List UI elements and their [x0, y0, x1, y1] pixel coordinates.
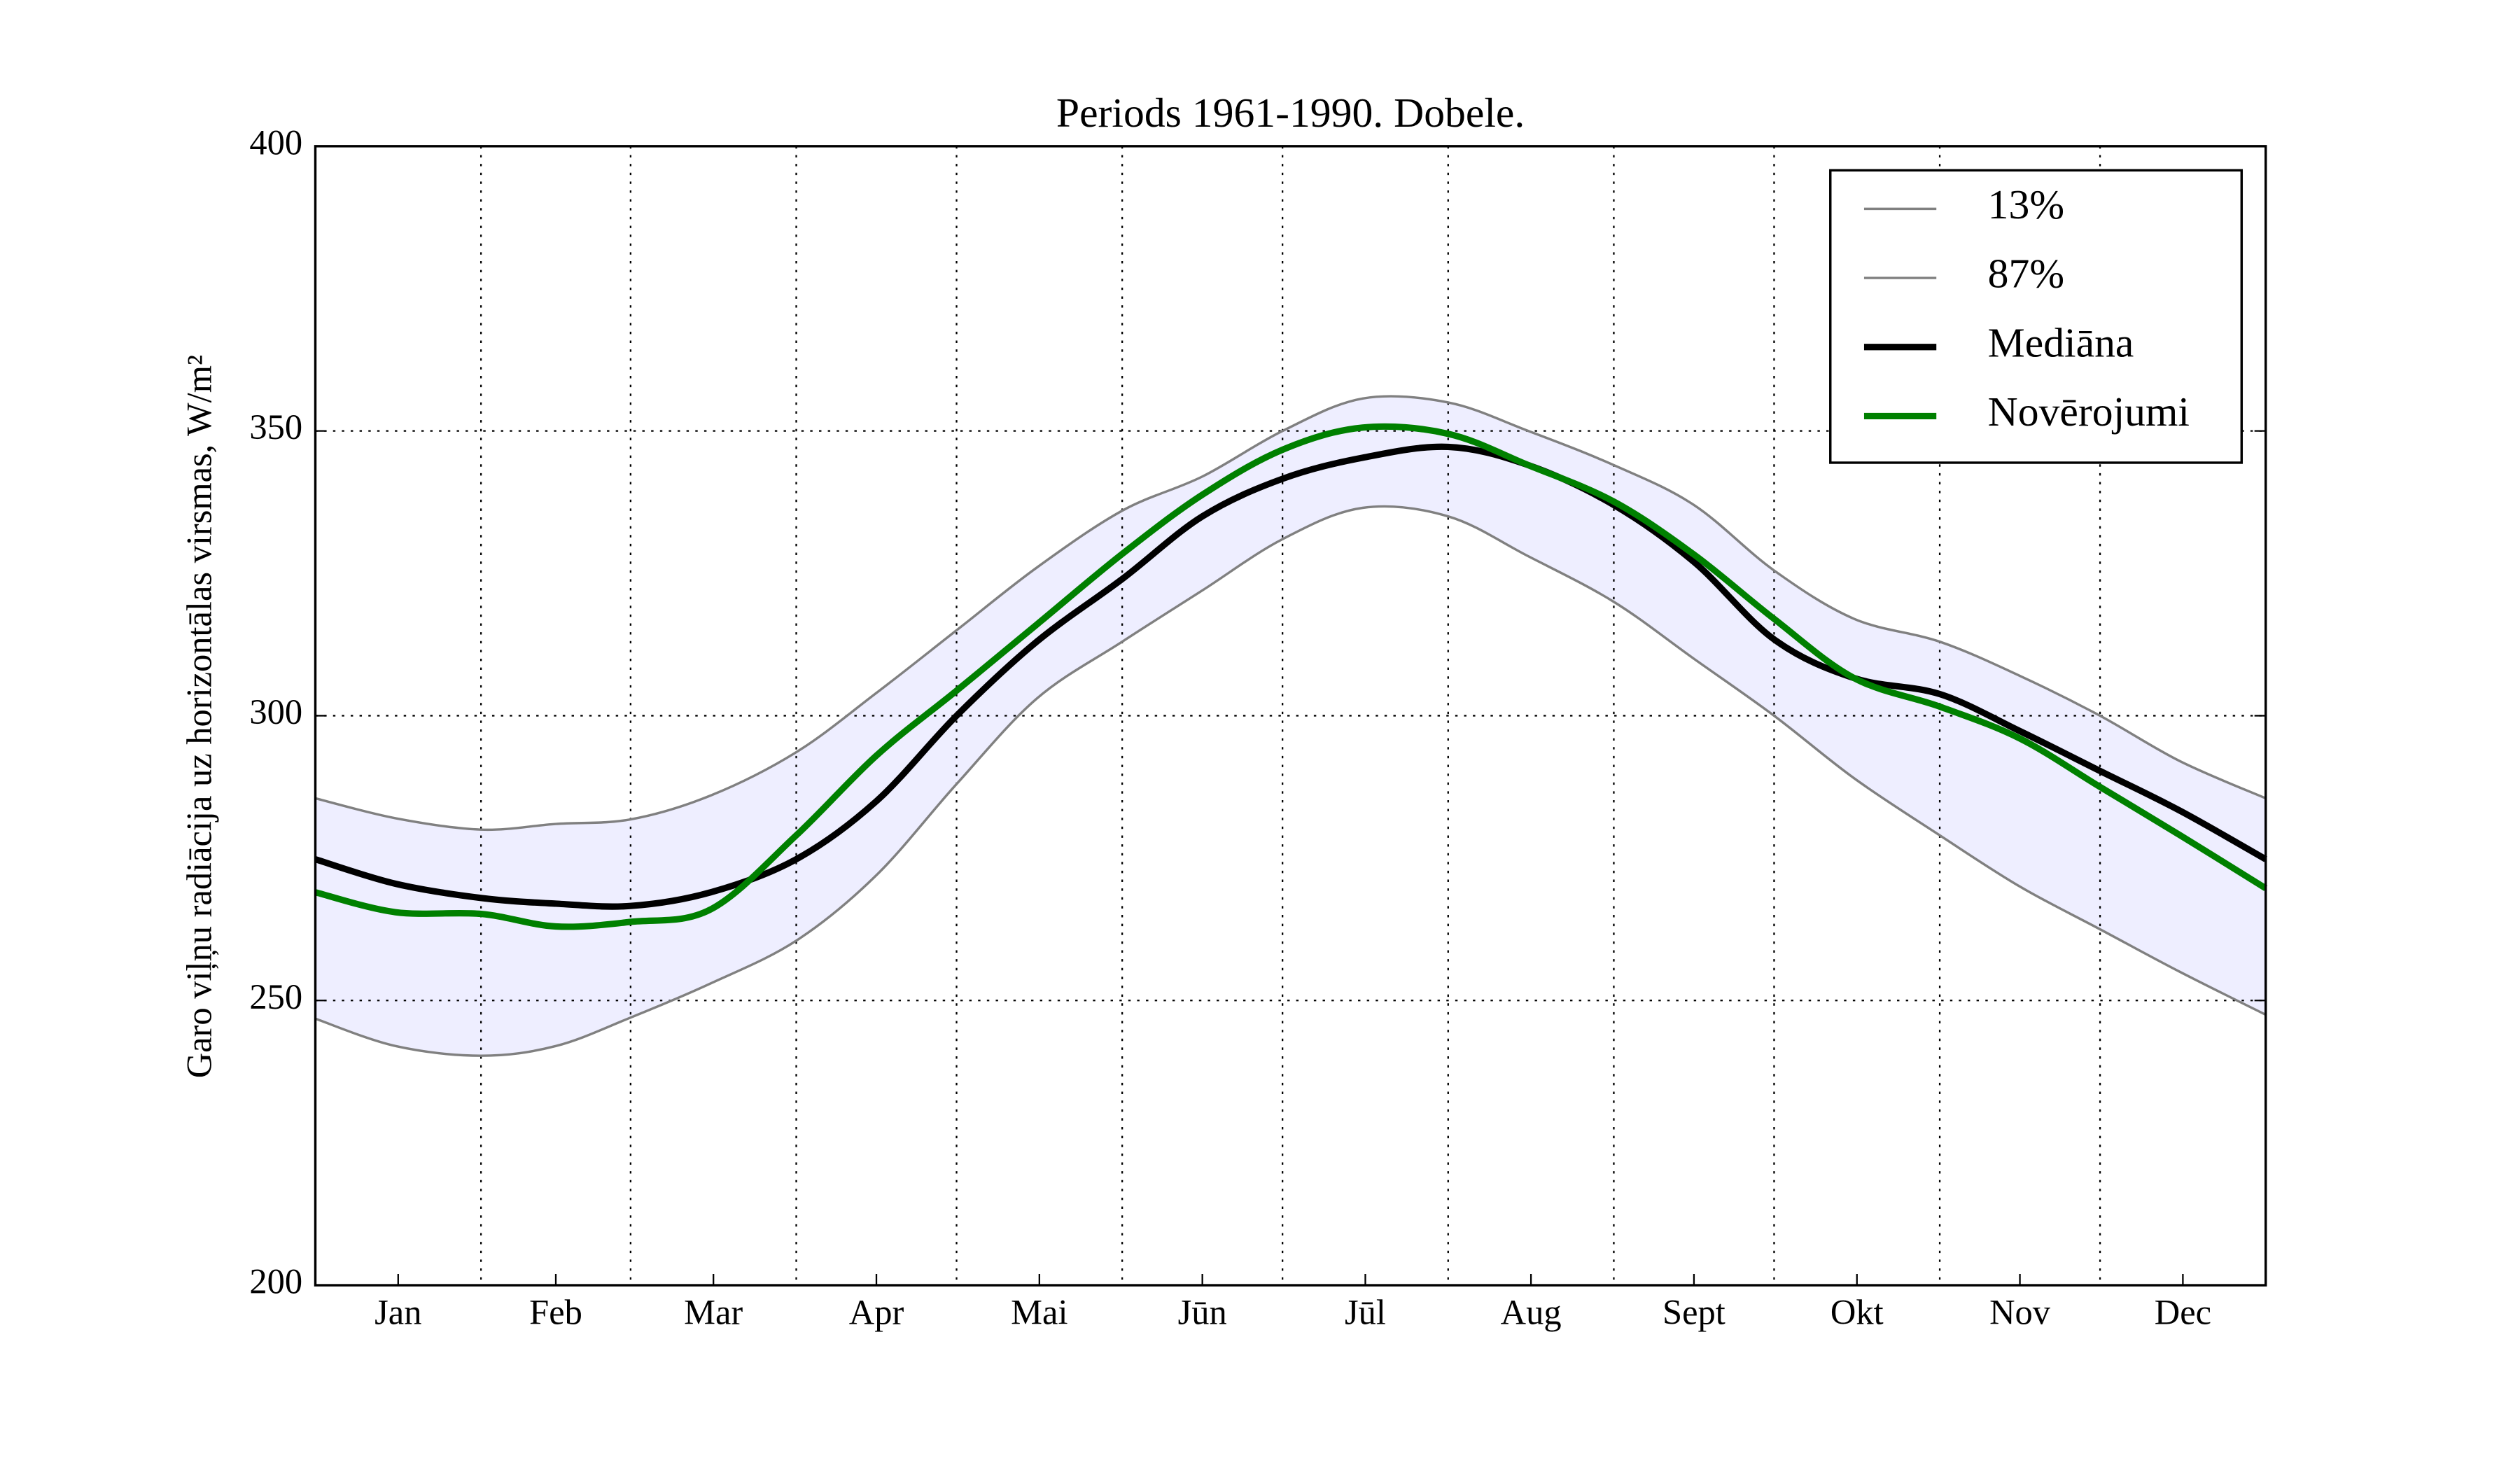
x-tick-label: Jan: [374, 1292, 421, 1331]
x-tick-label: Jūn: [1178, 1292, 1227, 1331]
plot-frame: [314, 145, 2267, 1287]
legend-label: Mediāna: [1988, 319, 2134, 365]
legend-label: Novērojumi: [1988, 388, 2190, 435]
y-tick-label: 200: [249, 1262, 302, 1301]
chart-title: Periods 1961-1990. Dobele.: [1056, 90, 1525, 136]
series-line: [314, 423, 2268, 930]
y-tick-label: 300: [249, 692, 302, 732]
legend-label: 87%: [1988, 251, 2064, 297]
x-tick-label: Aug: [1501, 1292, 1562, 1331]
x-tick-label: Jūl: [1345, 1292, 1386, 1331]
legend: 13% 87% Mediāna Novērojumi: [1829, 169, 2244, 464]
x-tick-label: Mar: [684, 1292, 743, 1331]
y-tick-label: 350: [249, 407, 302, 447]
legend-label: 13%: [1988, 181, 2064, 227]
series-line: [314, 505, 2267, 1057]
x-tick-label: Apr: [849, 1292, 904, 1331]
y-tick-label: 400: [249, 122, 302, 162]
x-tick-label: Sept: [1662, 1292, 1726, 1331]
x-tick-label: Mai: [1011, 1292, 1068, 1331]
y-axis-label: Garo viļņu radiācija uz horizontālas vir…: [179, 355, 218, 1078]
x-tick-label: Dec: [2155, 1292, 2211, 1331]
y-tick-label: 250: [249, 977, 302, 1016]
series-line: [314, 443, 2267, 910]
x-tick-label: Nov: [1989, 1292, 2051, 1331]
series-line: [315, 395, 2267, 832]
x-tick-label: Feb: [529, 1292, 582, 1331]
x-tick-label: Okt: [1830, 1292, 1884, 1331]
band: [315, 396, 2266, 1056]
